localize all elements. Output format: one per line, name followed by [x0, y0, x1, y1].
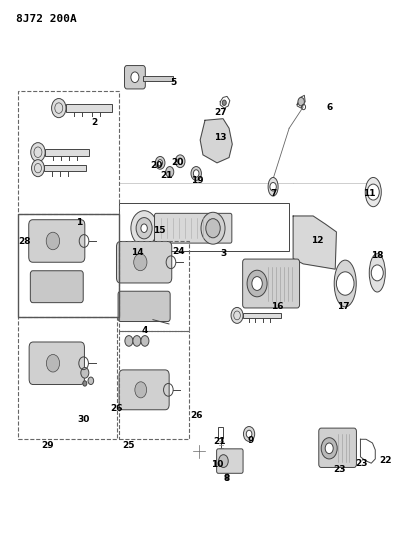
Circle shape: [297, 98, 304, 106]
Text: 5: 5: [169, 77, 176, 86]
Circle shape: [51, 99, 66, 118]
Circle shape: [136, 217, 152, 239]
FancyBboxPatch shape: [242, 259, 299, 308]
Ellipse shape: [134, 254, 147, 271]
Circle shape: [125, 336, 133, 346]
Text: 15: 15: [152, 226, 165, 235]
Circle shape: [269, 182, 275, 191]
Ellipse shape: [333, 260, 355, 307]
Circle shape: [157, 160, 162, 166]
Circle shape: [246, 430, 251, 438]
Text: 3: 3: [219, 249, 226, 258]
FancyBboxPatch shape: [44, 165, 86, 171]
Circle shape: [225, 474, 229, 479]
Circle shape: [131, 72, 139, 83]
Text: 23: 23: [354, 459, 367, 467]
Text: 30: 30: [78, 415, 90, 424]
Text: 14: 14: [130, 248, 143, 257]
Circle shape: [177, 158, 182, 165]
FancyBboxPatch shape: [118, 291, 170, 321]
Circle shape: [31, 160, 44, 176]
Text: 2: 2: [91, 118, 98, 127]
Circle shape: [367, 184, 378, 200]
Text: 9: 9: [247, 437, 253, 446]
Circle shape: [371, 265, 382, 281]
FancyBboxPatch shape: [318, 428, 356, 467]
FancyBboxPatch shape: [29, 342, 84, 384]
Text: 11: 11: [362, 189, 375, 198]
Text: 24: 24: [172, 247, 185, 256]
Circle shape: [131, 211, 157, 246]
Circle shape: [336, 272, 353, 295]
FancyBboxPatch shape: [154, 213, 231, 243]
FancyBboxPatch shape: [243, 313, 280, 318]
Text: 13: 13: [213, 133, 226, 142]
FancyBboxPatch shape: [116, 241, 171, 283]
Circle shape: [324, 443, 332, 454]
Text: 29: 29: [42, 441, 54, 450]
Text: 6: 6: [325, 102, 332, 111]
FancyBboxPatch shape: [216, 449, 243, 473]
Circle shape: [243, 426, 254, 441]
Ellipse shape: [46, 232, 59, 250]
Circle shape: [175, 155, 184, 167]
Text: 8J72 200A: 8J72 200A: [16, 14, 77, 24]
Text: 21: 21: [160, 171, 173, 180]
Circle shape: [247, 270, 266, 297]
FancyBboxPatch shape: [119, 370, 169, 410]
FancyBboxPatch shape: [66, 104, 112, 112]
Circle shape: [205, 219, 220, 238]
Circle shape: [83, 381, 87, 386]
Ellipse shape: [134, 382, 146, 398]
Ellipse shape: [46, 354, 59, 372]
Polygon shape: [292, 216, 336, 269]
Text: 28: 28: [18, 237, 31, 246]
Circle shape: [200, 212, 225, 244]
Circle shape: [190, 166, 201, 180]
Circle shape: [320, 438, 336, 459]
Circle shape: [141, 336, 148, 346]
Circle shape: [193, 169, 198, 177]
Text: 22: 22: [378, 456, 391, 465]
Text: 20: 20: [150, 161, 162, 170]
Text: 20: 20: [171, 158, 184, 167]
Text: 12: 12: [310, 237, 323, 246]
Text: 18: 18: [370, 252, 383, 260]
Circle shape: [141, 224, 147, 232]
Text: 17: 17: [336, 302, 348, 311]
Circle shape: [88, 377, 93, 384]
Text: 23: 23: [332, 465, 344, 474]
Text: 7: 7: [269, 189, 275, 198]
FancyBboxPatch shape: [30, 271, 83, 303]
Circle shape: [133, 336, 141, 346]
Text: 26: 26: [110, 404, 123, 413]
Text: 10: 10: [210, 460, 223, 469]
Circle shape: [251, 277, 261, 290]
Text: 8: 8: [223, 474, 230, 482]
Text: 25: 25: [122, 441, 135, 450]
Text: 19: 19: [190, 176, 203, 185]
Circle shape: [155, 157, 164, 169]
Circle shape: [30, 143, 45, 162]
FancyBboxPatch shape: [28, 220, 85, 262]
Text: 27: 27: [213, 108, 226, 117]
Polygon shape: [200, 119, 232, 163]
Circle shape: [231, 308, 243, 324]
Circle shape: [165, 166, 173, 177]
Text: 1: 1: [75, 219, 82, 228]
Circle shape: [218, 455, 228, 467]
Text: 16: 16: [270, 302, 283, 311]
Ellipse shape: [267, 177, 277, 196]
FancyBboxPatch shape: [142, 76, 172, 81]
Circle shape: [81, 368, 89, 378]
Ellipse shape: [365, 177, 380, 207]
Ellipse shape: [369, 254, 384, 292]
FancyBboxPatch shape: [124, 66, 145, 89]
Text: 26: 26: [190, 411, 203, 420]
Text: 21: 21: [212, 438, 225, 447]
Text: 4: 4: [142, 326, 148, 335]
FancyBboxPatch shape: [45, 149, 89, 156]
Circle shape: [222, 100, 226, 106]
